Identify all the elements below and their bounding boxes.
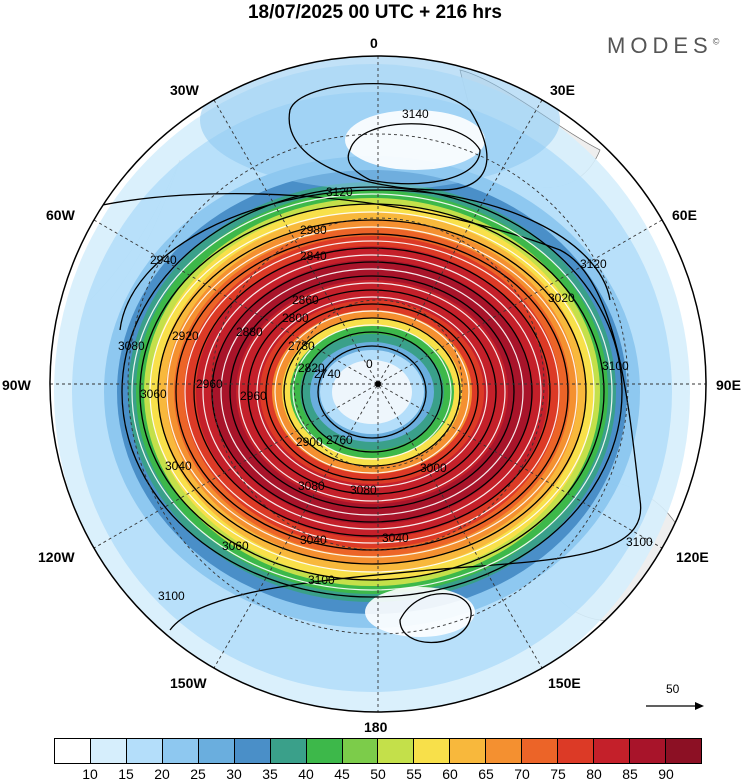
- pole-dot-icon: [375, 381, 381, 387]
- colorbar-ticks: 10 15 20 25 30 35 40 45 50 55 60 65 70 75 80 85 90: [54, 766, 702, 782]
- colorbar-tick-label: 90: [658, 766, 674, 782]
- colorbar-cell: [414, 739, 451, 763]
- contour-label: 3020: [548, 291, 575, 305]
- contour-label: 3100: [158, 589, 185, 603]
- colorbar-cell: [55, 739, 91, 763]
- colorbar-tick-label: 25: [190, 766, 206, 782]
- colorbar-cell: [234, 739, 271, 763]
- contour-label: 3140: [402, 107, 429, 121]
- lon-label-60w: 60W: [46, 207, 76, 223]
- colorbar-cell: [486, 739, 523, 763]
- colorbar-cell: [378, 739, 415, 763]
- colorbar-tick-label: 10: [82, 766, 98, 782]
- contour-label: 3120: [326, 185, 353, 199]
- contour-label: 3080: [350, 483, 377, 497]
- contour-label: 2900: [296, 435, 323, 449]
- colorbar-tick-label: 40: [298, 766, 314, 782]
- contour-label: 3080: [118, 339, 145, 353]
- arrow-right-icon: [646, 702, 704, 710]
- lon-label-30w: 30W: [170, 82, 200, 98]
- brand-logo: MODES©: [607, 33, 719, 59]
- lon-label-30e: 30E: [550, 82, 575, 98]
- height-contours: [79, 82, 642, 644]
- colorbar-tick-label: 35: [262, 766, 278, 782]
- colorbar-tick-label: 50: [370, 766, 386, 782]
- lon-label-120w: 120W: [38, 549, 75, 565]
- colorbar-tick-label: 70: [514, 766, 530, 782]
- brand-mark: ©: [712, 36, 720, 47]
- map-boundary: [49, 55, 707, 713]
- chart-title: 18/07/2025 00 UTC + 216 hrs: [247, 2, 503, 23]
- colorbar: [54, 738, 702, 764]
- reference-vector-label: 50: [666, 682, 680, 696]
- colorbar-cell: [198, 739, 235, 763]
- colorbar-cell: [162, 739, 199, 763]
- colorbar-cell: [630, 739, 666, 763]
- contour-label: 3080: [298, 479, 325, 493]
- colorbar-cell: [594, 739, 630, 763]
- contour-label: 3100: [626, 535, 653, 549]
- colorbar-cell: [90, 739, 127, 763]
- contour-label: 3100: [308, 573, 335, 587]
- contour-label: 3040: [382, 531, 409, 545]
- lon-label-60e: 60E: [672, 207, 697, 223]
- contour-label: 3100: [602, 359, 629, 373]
- map-content: [50, 56, 706, 712]
- contour-label: 2960: [240, 389, 267, 403]
- contour-label: 3060: [140, 387, 167, 401]
- lon-label-180: 180: [364, 719, 388, 735]
- colorbar-cell: [450, 739, 487, 763]
- colorbar-tick-label: 65: [478, 766, 494, 782]
- contour-label: 3060: [222, 539, 249, 553]
- longitude-labels: 0 30E 60E 90E 120E 150E 180 150W 120W 90…: [2, 35, 741, 735]
- contour-label: 3000: [420, 461, 447, 475]
- contour-label: 3040: [300, 533, 327, 547]
- contour-label: 0: [366, 357, 373, 371]
- contour-label: 2960: [196, 377, 223, 391]
- colorbar-tick-label: 75: [550, 766, 566, 782]
- contour-label: 2760: [326, 433, 353, 447]
- colorbar-cell: [342, 739, 379, 763]
- contour-label: 2920: [172, 329, 199, 343]
- contour-label: 2740: [314, 367, 341, 381]
- colorbar-tick-label: 15: [118, 766, 134, 782]
- lon-label-150w: 150W: [170, 675, 207, 691]
- colorbar-cell: [306, 739, 343, 763]
- lon-label-90w: 90W: [2, 377, 32, 393]
- colorbar-tick-label: 30: [226, 766, 242, 782]
- contour-label: 2880: [236, 325, 263, 339]
- graticule: [50, 56, 706, 712]
- brand-text: MODES: [607, 33, 713, 58]
- colorbar-cell: [665, 739, 701, 763]
- colorbar-tick-label: 80: [586, 766, 602, 782]
- colorbar-cell: [126, 739, 163, 763]
- contour-label: 2780: [288, 339, 315, 353]
- contour-labels: 3140 3120 3120 3100 3100 3100 3100 3080 …: [118, 107, 653, 603]
- wind-vectors: [131, 193, 613, 591]
- colorbar-tick-label: 85: [622, 766, 638, 782]
- lon-label-90e: 90E: [716, 377, 741, 393]
- contour-label: 2800: [282, 311, 309, 325]
- contour-label: 2820: [298, 361, 325, 375]
- colorbar-tick-label: 60: [442, 766, 458, 782]
- lon-label-0: 0: [370, 35, 378, 51]
- contour-label: 3040: [165, 459, 192, 473]
- colorbar-cell: [558, 739, 595, 763]
- colorbar-tick-label: 55: [406, 766, 422, 782]
- colorbar-cell: [270, 739, 307, 763]
- colorbar-cell: [522, 739, 559, 763]
- lon-label-120e: 120E: [676, 549, 709, 565]
- lon-label-150e: 150E: [548, 675, 581, 691]
- contour-label: 2860: [292, 293, 319, 307]
- contour-label: 2940: [150, 253, 177, 267]
- contour-label: 2840: [300, 249, 327, 263]
- contour-label: 3120: [580, 257, 607, 271]
- colorbar-tick-label: 20: [154, 766, 170, 782]
- colorbar-tick-label: 45: [334, 766, 350, 782]
- contour-label: 2980: [300, 223, 327, 237]
